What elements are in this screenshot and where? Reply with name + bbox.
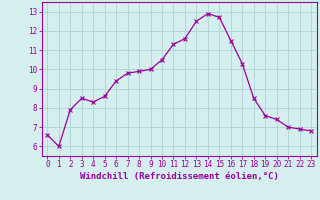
X-axis label: Windchill (Refroidissement éolien,°C): Windchill (Refroidissement éolien,°C) [80, 172, 279, 181]
